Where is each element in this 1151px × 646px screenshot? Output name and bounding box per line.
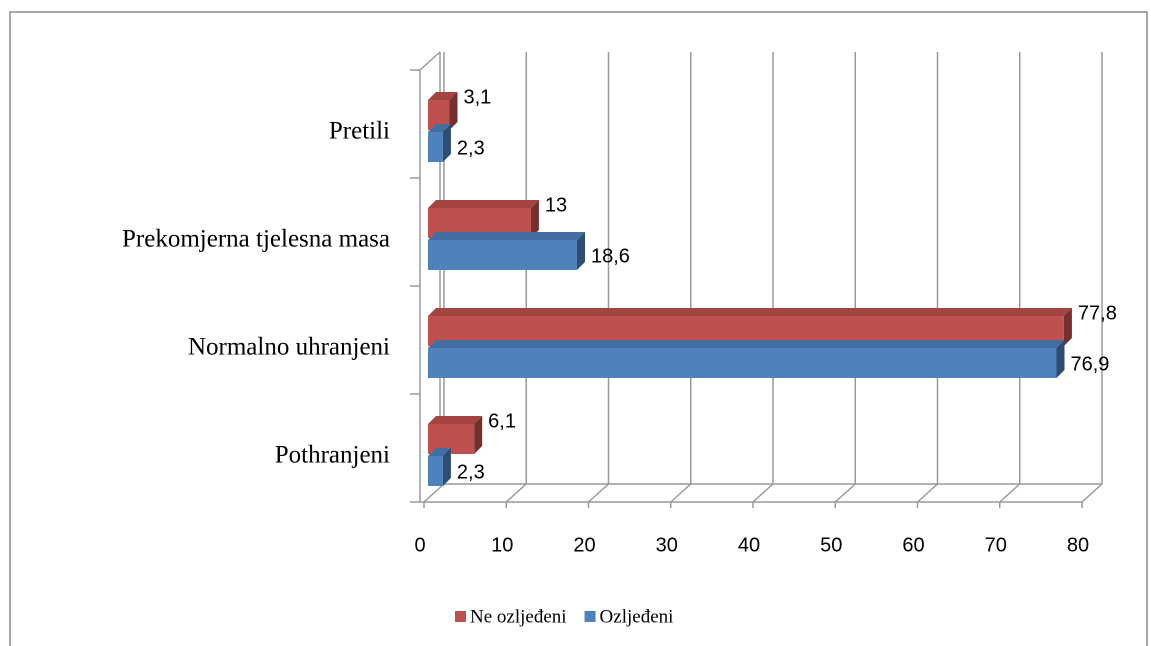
data-label: 76,9 <box>1071 353 1110 375</box>
x-tick-label: 70 <box>985 534 1007 556</box>
x-tick-label: 20 <box>573 534 595 556</box>
grid-line <box>834 483 856 503</box>
category-label: Pretili <box>329 118 390 145</box>
data-label: 2,3 <box>457 137 485 159</box>
data-label: 3,1 <box>463 86 491 108</box>
legend-swatch <box>584 611 596 622</box>
grid-line <box>587 483 610 503</box>
chart-frame <box>9 11 1148 646</box>
data-label: 2,3 <box>457 461 485 483</box>
x-tick-label: 50 <box>820 534 842 556</box>
axis-line <box>419 51 441 71</box>
grid-line <box>670 483 692 503</box>
data-label: 13 <box>545 194 567 216</box>
category-label: Normalno uhranjeni <box>188 334 390 361</box>
grid-line <box>752 483 774 503</box>
category-label: Prekomjerna tjelesna masa <box>122 226 390 253</box>
category-label: Pothranjeni <box>275 442 390 469</box>
legend-label: Ne ozljeđeni <box>470 606 567 627</box>
grid-line <box>1081 483 1103 503</box>
bar <box>428 340 1065 378</box>
data-label: 6,1 <box>488 410 516 432</box>
grid-line <box>999 483 1021 503</box>
legend-swatch <box>455 611 466 622</box>
legend-label: Ozljeđeni <box>600 606 674 627</box>
bar <box>428 92 458 130</box>
bar <box>428 124 451 162</box>
x-tick-label: 30 <box>656 534 678 556</box>
x-tick-label: 0 <box>414 534 425 556</box>
bar <box>428 416 483 454</box>
x-tick-label: 80 <box>1067 534 1089 556</box>
data-label: 18,6 <box>591 245 630 267</box>
bar <box>428 232 585 270</box>
grid-line <box>916 483 939 503</box>
bar <box>428 448 451 486</box>
x-tick-label: 10 <box>491 534 513 556</box>
x-tick-label: 40 <box>738 534 760 556</box>
x-tick-label: 60 <box>902 534 924 556</box>
grid-line <box>505 483 527 503</box>
grid-line <box>423 483 445 503</box>
data-label: 77,8 <box>1078 302 1117 324</box>
